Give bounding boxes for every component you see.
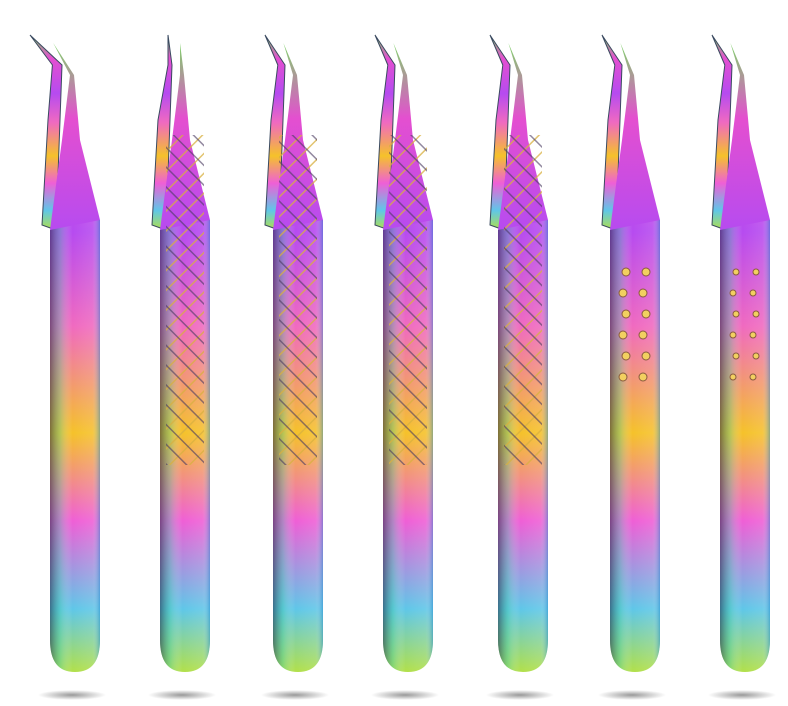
grip-texture [504,135,542,465]
grip-dot [752,352,760,360]
handle-shading [720,220,770,672]
grip-dot [732,352,740,360]
grip-dot [749,289,757,297]
grip-texture [279,135,317,465]
shadow [486,690,554,700]
shadow [38,690,106,700]
grip-dot [729,373,737,381]
grip-dot [618,288,628,298]
grip-dot [641,351,651,361]
tweezer [29,34,106,700]
grip-dot [752,268,760,276]
grip-dot [618,372,628,382]
grip-dot [638,372,648,382]
tweezer [261,34,329,700]
grip-dot [729,289,737,297]
grip-dot [729,331,737,339]
shadow [261,690,329,700]
grip-dot [641,309,651,319]
tweezer [148,34,216,700]
grip-dot [621,351,631,361]
grip-texture [389,135,427,465]
grip-dot [732,268,740,276]
grip-dot [641,267,651,277]
grip-texture [166,135,204,465]
grip-dot [638,288,648,298]
grip-dot [749,331,757,339]
tweezer [708,34,776,700]
grip-dot [638,330,648,340]
grip-dot [752,310,760,318]
handle-shading [610,220,660,672]
grip-dot [732,310,740,318]
grip-dot [749,373,757,381]
shadow [708,690,776,700]
handle-shading [50,220,100,672]
shadow [598,690,666,700]
grip-dot [618,330,628,340]
tweezer [486,34,554,700]
grip-dot [621,267,631,277]
grip-dot [621,309,631,319]
tweezer [598,34,666,700]
shadow [148,690,216,700]
tweezer [371,34,439,700]
shadow [371,690,439,700]
